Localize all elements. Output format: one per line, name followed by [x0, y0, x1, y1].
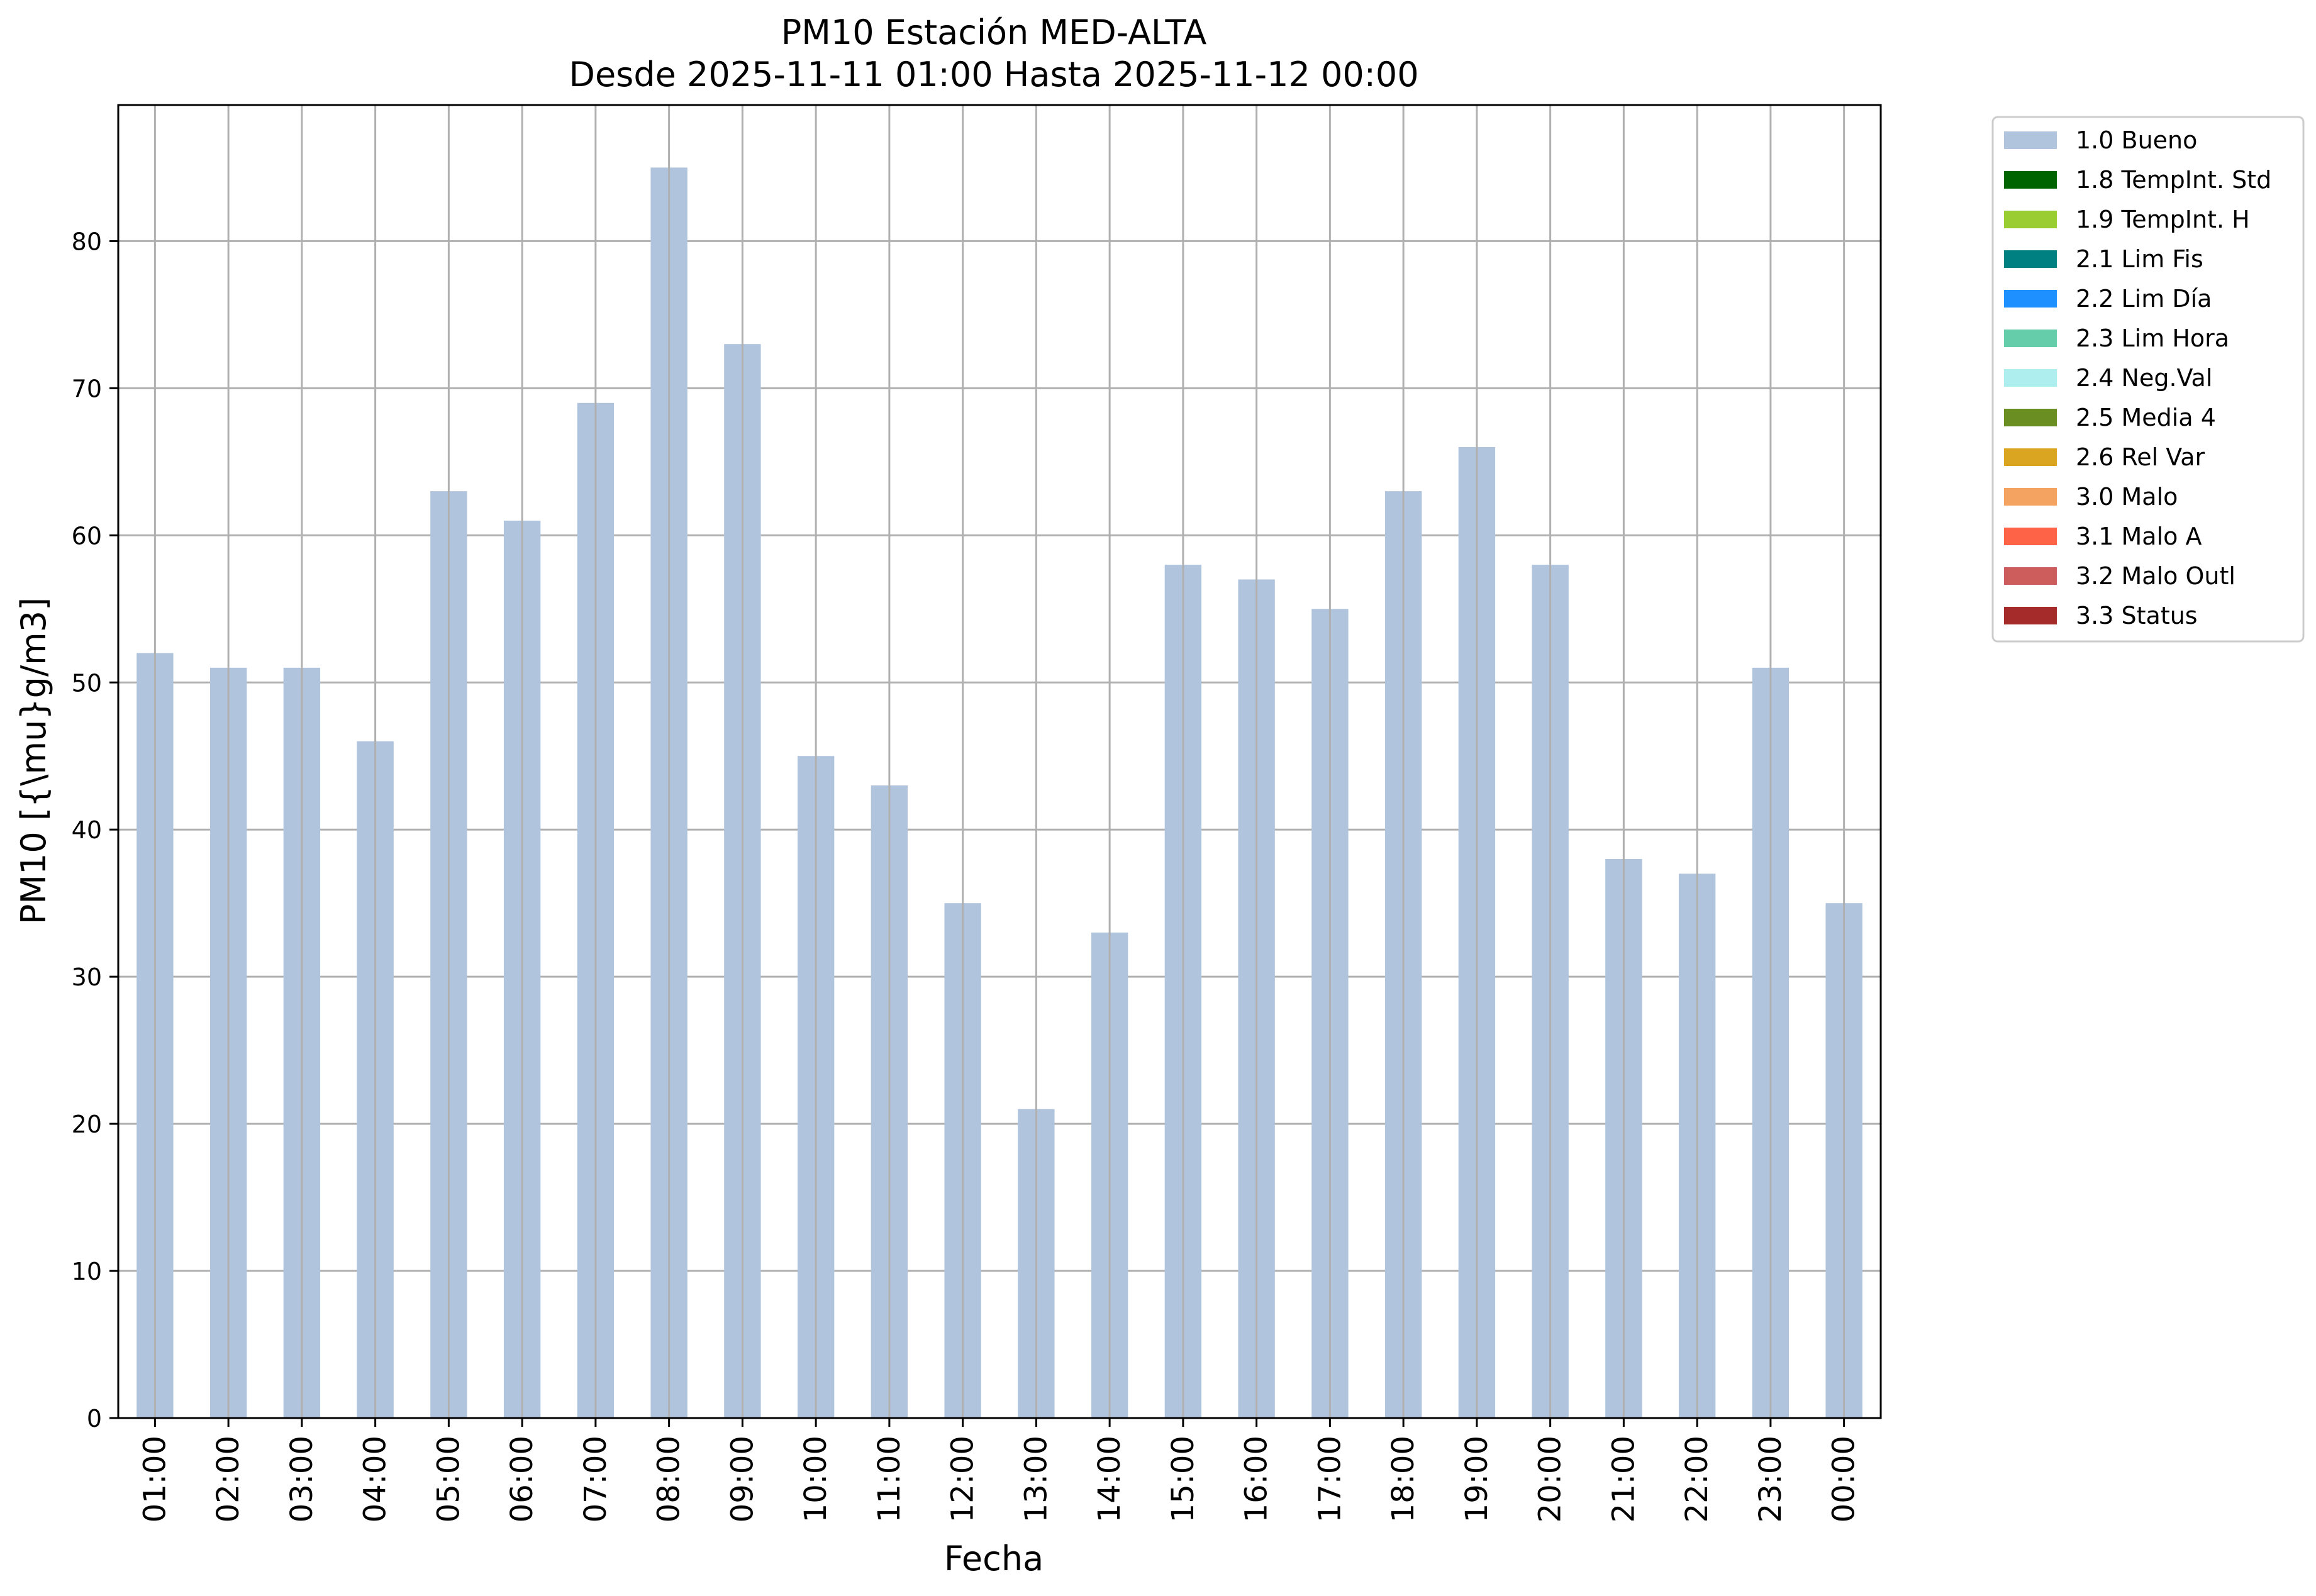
x-tick-label: 00:00	[1827, 1436, 1862, 1522]
x-tick-label: 16:00	[1239, 1436, 1274, 1522]
legend-label: 1.8 TempInt. Std	[2076, 166, 2271, 194]
y-axis-ticks: 0 10 20 30 40 50 60 70 80	[72, 228, 118, 1433]
x-tick-label: 17:00	[1312, 1436, 1347, 1522]
y-tick-label: 60	[72, 522, 102, 550]
y-tick-label: 30	[72, 963, 102, 991]
legend-label: 3.1 Malo A	[2076, 523, 2202, 550]
legend-entry: 3.2 Malo Outl	[2004, 562, 2235, 590]
legend-swatch	[2004, 131, 2057, 149]
x-tick-label: 07:00	[578, 1436, 613, 1522]
legend-swatch	[2004, 607, 2057, 624]
legend-entry: 3.3 Status	[2004, 602, 2198, 629]
x-tick-label: 23:00	[1753, 1436, 1788, 1522]
x-tick-label: 18:00	[1386, 1436, 1421, 1522]
legend-label: 1.0 Bueno	[2076, 126, 2197, 154]
legend-swatch	[2004, 567, 2057, 585]
x-tick-label: 11:00	[872, 1436, 907, 1522]
y-tick-label: 0	[87, 1405, 102, 1433]
legend-label: 2.5 Media 4	[2076, 404, 2216, 431]
legend-label: 3.0 Malo	[2076, 483, 2178, 511]
y-tick-label: 10	[72, 1258, 102, 1285]
legend: 1.0 Bueno 1.8 TempInt. Std 1.9 TempInt. H 2…	[1991, 116, 2305, 643]
y-tick-label: 80	[72, 228, 102, 255]
x-tick-label: 22:00	[1679, 1436, 1715, 1522]
legend-label: 2.2 Lim Día	[2076, 285, 2212, 313]
x-tick-label: 13:00	[1018, 1436, 1054, 1522]
legend-entry: 2.3 Lim Hora	[2004, 324, 2229, 352]
legend-swatch	[2004, 171, 2057, 189]
legend-entry: 2.6 Rel Var	[2004, 443, 2205, 471]
legend-swatch	[2004, 290, 2057, 308]
legend-label: 2.6 Rel Var	[2076, 443, 2205, 471]
x-tick-label: 04:00	[358, 1436, 393, 1522]
legend-entry: 3.1 Malo A	[2004, 523, 2202, 550]
x-tick-label: 12:00	[945, 1436, 981, 1522]
chart-subtitle: Desde 2025-11-11 01:00 Hasta 2025-11-12 …	[569, 55, 1418, 94]
legend-entry: 1.0 Bueno	[2004, 126, 2197, 154]
legend-swatch	[2004, 528, 2057, 545]
x-tick-label: 09:00	[725, 1436, 760, 1522]
x-axis-label: Fecha	[944, 1539, 1044, 1578]
x-tick-label: 14:00	[1092, 1436, 1127, 1522]
legend-swatch	[2004, 409, 2057, 426]
x-tick-label: 03:00	[284, 1436, 320, 1522]
legend-entry: 1.8 TempInt. Std	[2004, 166, 2271, 194]
legend-box	[1991, 116, 2305, 643]
legend-entry: 2.1 Lim Fis	[2004, 245, 2203, 273]
legend-label: 3.3 Status	[2076, 602, 2198, 629]
legend-entry: 2.5 Media 4	[2004, 404, 2216, 431]
legend-swatch	[2004, 330, 2057, 347]
legend-label: 2.3 Lim Hora	[2076, 324, 2229, 352]
legend-swatch	[2004, 488, 2057, 506]
x-tick-label: 15:00	[1166, 1436, 1201, 1522]
legend-entry: 1.9 TempInt. H	[2004, 206, 2250, 233]
y-tick-label: 70	[72, 375, 102, 402]
x-tick-label: 20:00	[1533, 1436, 1568, 1522]
chart-title: PM10 Estación MED-ALTA	[781, 13, 1207, 52]
x-tick-label: 05:00	[431, 1436, 466, 1522]
legend-entry: 2.4 Neg.Val	[2004, 364, 2212, 392]
vertical-grid-layer	[153, 105, 1846, 1418]
x-tick-label: 19:00	[1459, 1436, 1495, 1522]
x-tick-label: 01:00	[137, 1436, 172, 1522]
x-tick-label: 21:00	[1606, 1436, 1641, 1522]
legend-label: 1.9 TempInt. H	[2076, 206, 2250, 233]
legend-label: 2.4 Neg.Val	[2076, 364, 2212, 392]
x-axis-ticks: 01:00 02:00 03:00 04:00 05:00 06:00 07:00 08:00…	[137, 1418, 1862, 1522]
y-tick-label: 40	[72, 816, 102, 844]
legend-label: 3.2 Malo Outl	[2076, 562, 2235, 590]
x-tick-label: 08:00	[652, 1436, 687, 1522]
x-tick-label: 06:00	[504, 1436, 540, 1522]
y-tick-label: 20	[72, 1111, 102, 1138]
legend-swatch	[2004, 448, 2057, 466]
legend-swatch	[2004, 211, 2057, 228]
legend-label: 2.1 Lim Fis	[2076, 245, 2203, 273]
legend-entry: 3.0 Malo	[2004, 483, 2178, 511]
y-axis-label: PM10 [{\mu}g/m3]	[14, 597, 53, 924]
grid-layer	[118, 240, 1881, 1419]
x-tick-label: 02:00	[211, 1436, 246, 1522]
legend-swatch	[2004, 250, 2057, 268]
legend-swatch	[2004, 369, 2057, 387]
plot-frame	[117, 104, 1882, 1419]
y-tick-label: 50	[72, 669, 102, 697]
legend-entry: 2.2 Lim Día	[2004, 285, 2212, 313]
x-tick-label: 10:00	[798, 1436, 833, 1522]
